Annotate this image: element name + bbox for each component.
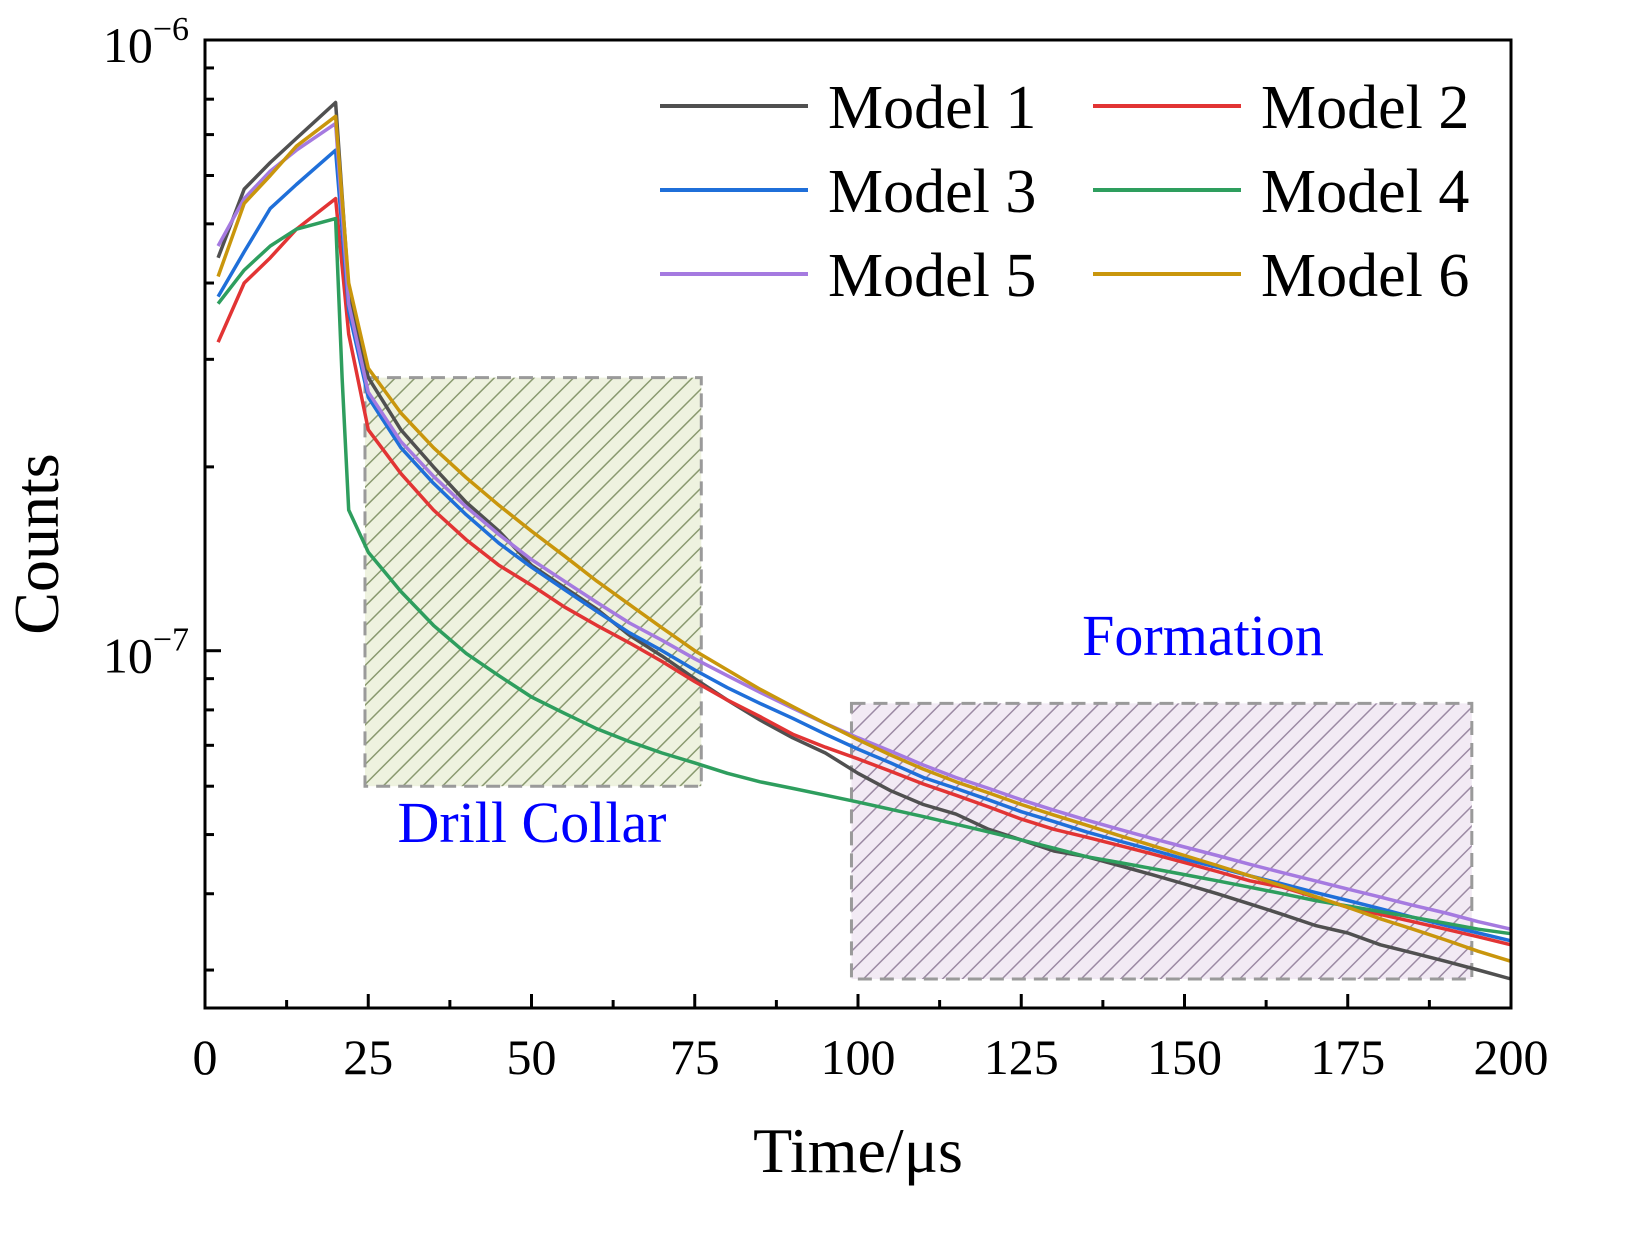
- y-tick-label: 10−7: [103, 622, 189, 684]
- y-tick-label: 10−6: [103, 11, 189, 73]
- series-line-model-1: [216, 100, 1512, 981]
- legend: Model 1 Model 2 Model 3 Model 4 Model 5 …: [660, 74, 1469, 310]
- y-axis-ticks: 10−6 10−7: [103, 11, 221, 972]
- legend-label-model-4: Model 4: [1261, 158, 1469, 226]
- legend-label-model-5: Model 5: [828, 242, 1036, 310]
- annotation-formation: Formation: [1082, 603, 1324, 668]
- series-line-model-4: [216, 216, 1512, 936]
- x-tick-label: 50: [507, 1029, 557, 1085]
- x-tick-label: 0: [193, 1029, 218, 1085]
- x-tick-label: 100: [821, 1029, 896, 1085]
- legend-label-model-2: Model 2: [1261, 74, 1469, 142]
- x-axis-title: Time/μs: [753, 1115, 963, 1186]
- series-line-model-3: [216, 148, 1512, 943]
- x-tick-label: 75: [670, 1029, 720, 1085]
- series-line-model-6: [216, 114, 1512, 963]
- x-tick-label: 125: [984, 1029, 1059, 1085]
- annotation-region-drill-collar: [363, 376, 703, 788]
- x-tick-label: 25: [343, 1029, 393, 1085]
- legend-label-model-6: Model 6: [1261, 242, 1469, 310]
- x-tick-label: 150: [1147, 1029, 1222, 1085]
- series-lines: [216, 100, 1512, 981]
- x-axis-ticks: 0 25 50 75 100 125 150 175 200: [193, 994, 1549, 1085]
- x-tick-label: 175: [1310, 1029, 1385, 1085]
- annotation-drill-collar: Drill Collar: [397, 790, 666, 855]
- y-axis-title: Counts: [1, 453, 72, 634]
- legend-label-model-1: Model 1: [828, 74, 1036, 142]
- legend-label-model-3: Model 3: [828, 158, 1036, 226]
- x-tick-label: 200: [1474, 1029, 1549, 1085]
